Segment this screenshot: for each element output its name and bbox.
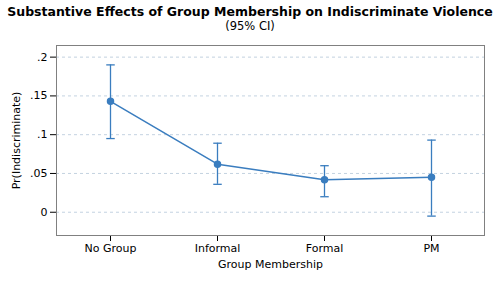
html-text:Substantive Effects of Group M: Substantive Effects of Group Membership …	[7, 4, 493, 19]
svg-text:0: 0	[41, 206, 48, 219]
svg-text:.05: .05	[30, 167, 48, 180]
svg-text:.2: .2	[37, 51, 48, 64]
svg-text:No Group: No Group	[85, 242, 137, 255]
svg-text:.15: .15	[30, 89, 48, 102]
svg-text:.1: .1	[37, 128, 48, 141]
svg-text:PM: PM	[423, 242, 439, 255]
svg-text:Formal: Formal	[306, 242, 344, 255]
svg-text:Pr(Indiscriminate): Pr(Indiscriminate)	[10, 92, 23, 190]
svg-text:Informal: Informal	[195, 242, 241, 255]
svg-text:Group Membership: Group Membership	[218, 258, 323, 271]
html-text:(95% CI): (95% CI)	[225, 19, 275, 33]
